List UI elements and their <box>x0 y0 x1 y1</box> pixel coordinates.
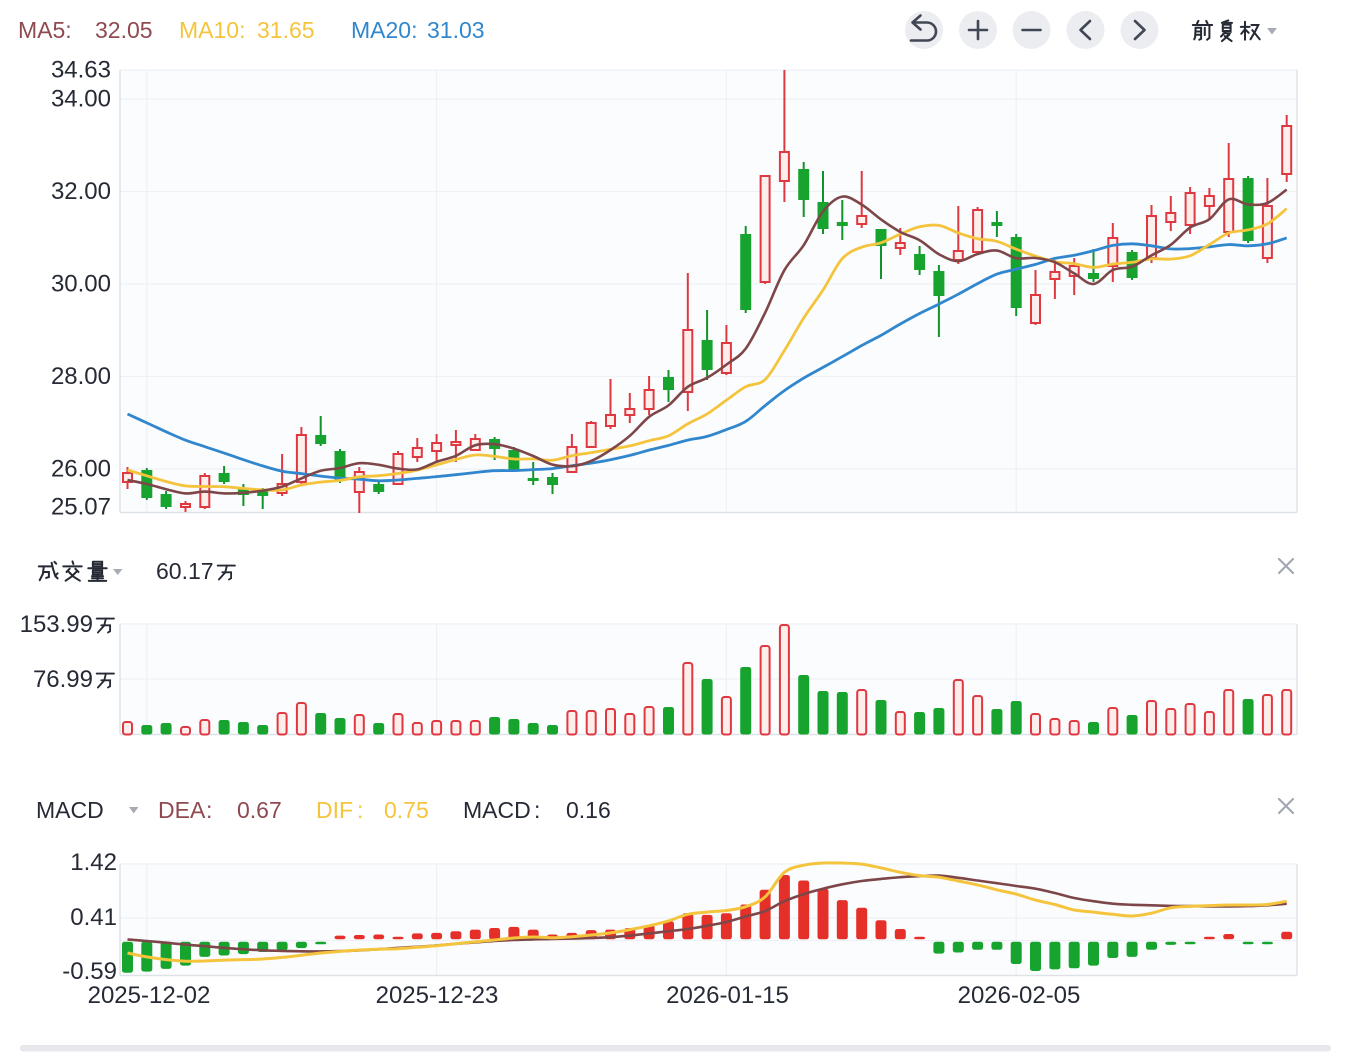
svg-text::: : <box>534 797 540 823</box>
svg-text:153.99: 153.99 <box>20 611 93 638</box>
svg-text:2025-12-02: 2025-12-02 <box>88 982 211 1009</box>
svg-text:76.99: 76.99 <box>33 666 93 693</box>
svg-text:0.75: 0.75 <box>384 797 429 823</box>
svg-text:DEA: DEA <box>158 797 206 823</box>
svg-text:MACD: MACD <box>36 797 104 823</box>
svg-text:DIF: DIF <box>316 797 353 823</box>
svg-text:31.65: 31.65 <box>257 17 315 43</box>
svg-text:-0.59: -0.59 <box>62 958 117 985</box>
svg-text:MA10:: MA10: <box>179 17 245 43</box>
svg-text:26.00: 26.00 <box>51 456 111 483</box>
svg-text:1.42: 1.42 <box>70 849 117 876</box>
svg-text:28.00: 28.00 <box>51 363 111 390</box>
svg-text:34.00: 34.00 <box>51 86 111 113</box>
svg-text:MA20:: MA20: <box>351 17 417 43</box>
svg-text:2025-12-23: 2025-12-23 <box>376 982 499 1009</box>
svg-text:2026-01-15: 2026-01-15 <box>666 982 789 1009</box>
svg-text:0.41: 0.41 <box>70 904 117 931</box>
svg-text:32.05: 32.05 <box>95 17 153 43</box>
svg-text:2026-02-05: 2026-02-05 <box>958 982 1081 1009</box>
svg-text:32.00: 32.00 <box>51 178 111 205</box>
svg-text:31.03: 31.03 <box>427 17 485 43</box>
svg-text:25.07: 25.07 <box>51 494 111 521</box>
svg-text:0.67: 0.67 <box>237 797 282 823</box>
svg-text:MACD: MACD <box>463 797 531 823</box>
svg-text:0.16: 0.16 <box>566 797 611 823</box>
svg-text:60.17: 60.17 <box>156 558 214 584</box>
svg-text:34.63: 34.63 <box>51 57 111 84</box>
svg-text::: : <box>206 797 212 823</box>
svg-text::: : <box>357 797 363 823</box>
svg-text:MA5:: MA5: <box>18 17 72 43</box>
svg-text:30.00: 30.00 <box>51 271 111 298</box>
